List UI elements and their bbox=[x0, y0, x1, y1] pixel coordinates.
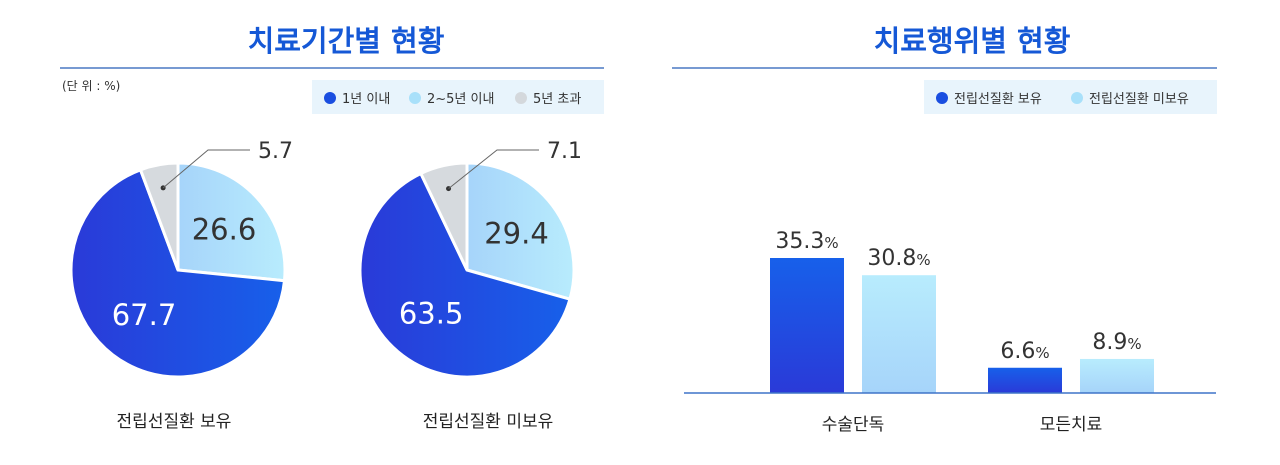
right-legend-box bbox=[924, 80, 1217, 114]
bar-value-label: 8.9% bbox=[1092, 330, 1141, 355]
bar-value-label: 30.8% bbox=[867, 246, 930, 271]
bar-category-label: 모든치료 bbox=[1040, 415, 1103, 435]
bar-holding bbox=[770, 258, 844, 393]
bar-holding bbox=[988, 367, 1062, 393]
unit-label: (단 위 : %) bbox=[62, 79, 120, 93]
right-panel-title: 치료행위별 현황 bbox=[874, 24, 1071, 58]
bar-not-holding bbox=[862, 275, 936, 393]
leader-line bbox=[162, 149, 250, 189]
left-panel-title: 치료기간별 현황 bbox=[248, 24, 445, 58]
legend-label-not-holding: 전립선질환 미보유 bbox=[1089, 92, 1189, 107]
legend-label-over5: 5년 초과 bbox=[533, 92, 581, 107]
legend-swatch-2to5 bbox=[409, 92, 421, 104]
slice-label-within1: 67.7 bbox=[112, 298, 177, 332]
slice-label-over5: 7.1 bbox=[547, 139, 582, 164]
left-legend: 1년 이내 2~5년 이내 5년 초과 bbox=[324, 92, 581, 107]
legend-label-within1: 1년 이내 bbox=[342, 92, 390, 107]
left-legend-box bbox=[312, 80, 604, 114]
pie-chart-not-holding: 63.5 29.4 7.1 bbox=[358, 139, 582, 379]
bar-value-label: 35.3% bbox=[775, 229, 838, 254]
slice-over5 bbox=[418, 161, 469, 271]
pie-caption-not-holding: 전립선질환 미보유 bbox=[423, 412, 554, 432]
pie-caption-holding: 전립선질환 보유 bbox=[117, 412, 232, 432]
legend-swatch-within1 bbox=[324, 92, 336, 104]
pie-chart-holding: 67.7 26.6 5.7 bbox=[69, 139, 293, 379]
right-legend: 전립선질환 보유 전립선질환 미보유 bbox=[936, 92, 1189, 107]
bar-not-holding bbox=[1080, 358, 1154, 393]
leader-line bbox=[448, 149, 539, 189]
slice-label-over5: 5.7 bbox=[258, 139, 293, 164]
slice-over5 bbox=[138, 161, 180, 271]
bar-chart: 35.3% 30.8% 수술단독 6.6% 8.9% 모든치료 bbox=[770, 229, 1154, 435]
slice-2to5 bbox=[176, 161, 287, 283]
legend-swatch-holding bbox=[936, 92, 948, 104]
legend-swatch-over5 bbox=[515, 92, 527, 104]
legend-label-2to5: 2~5년 이내 bbox=[427, 92, 494, 107]
slice-label-within1: 63.5 bbox=[399, 297, 464, 331]
slice-label-2to5: 26.6 bbox=[192, 212, 257, 246]
bar-category-label: 수술단독 bbox=[822, 415, 885, 435]
slice-label-2to5: 29.4 bbox=[484, 217, 549, 251]
slice-within1 bbox=[358, 171, 572, 379]
slice-2to5 bbox=[465, 161, 576, 302]
legend-label-holding: 전립선질환 보유 bbox=[954, 92, 1042, 107]
bar-value-label: 6.6% bbox=[1000, 339, 1049, 364]
slice-within1 bbox=[69, 167, 287, 379]
legend-swatch-not-holding bbox=[1071, 92, 1083, 104]
